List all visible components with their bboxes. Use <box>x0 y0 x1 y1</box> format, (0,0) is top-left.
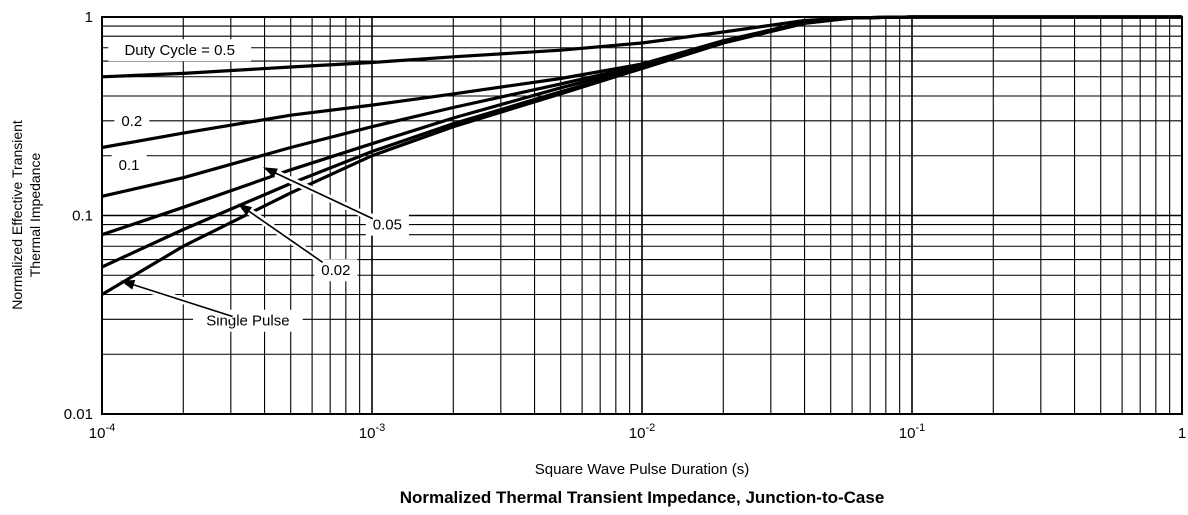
plot-frame <box>101 16 1183 415</box>
annotation-arrowhead-5 <box>120 280 136 290</box>
plot-grid <box>101 17 1182 415</box>
annotation-arrow-3 <box>268 169 374 220</box>
annotation-arrowhead-3 <box>263 167 278 178</box>
y-tick-label-1: 0.1 <box>72 208 93 225</box>
annotation-label-2: 0.1 <box>119 157 140 174</box>
annotation-label-1: 0.2 <box>121 113 142 130</box>
annotation-label-4: 0.02 <box>321 262 350 279</box>
annotation-label-3: 0.05 <box>373 217 402 234</box>
annotation-label-0: Duty Cycle = 0.5 <box>124 42 234 59</box>
y-tick-label-2: 1 <box>85 9 93 26</box>
y-axis-label-line-2: Thermal Impedance <box>27 153 43 278</box>
annotation-bg-3 <box>365 213 409 236</box>
y-tick-label-0: 0.01 <box>64 406 93 423</box>
x-tick-label-0: 10-4 <box>89 422 115 442</box>
annotation-arrow-5 <box>125 281 233 318</box>
annotation-arrowhead-4 <box>237 203 253 216</box>
x-tick-label-1: 10-3 <box>359 422 385 442</box>
annotation-bg-2 <box>111 153 147 176</box>
x-tick-label-4: 1 <box>1178 425 1186 442</box>
x-tick-label-2: 10-2 <box>629 422 655 442</box>
annotation-bg-0 <box>108 39 252 62</box>
annotation-bg-4 <box>314 259 358 282</box>
annotation-bg-1 <box>114 109 150 132</box>
axis-ticks: 10-4 10-3 10-2 10-1 1 0.01 0.1 1 <box>64 9 1186 442</box>
chart-title: Normalized Thermal Transient Impedance, … <box>400 488 885 507</box>
x-tick-label-3: 10-1 <box>899 422 925 442</box>
x-axis-label: Square Wave Pulse Duration (s) <box>535 461 750 478</box>
annotation-arrow-4 <box>242 206 324 264</box>
y-axis-label-line-1: Normalized Effective Transient <box>9 120 25 310</box>
